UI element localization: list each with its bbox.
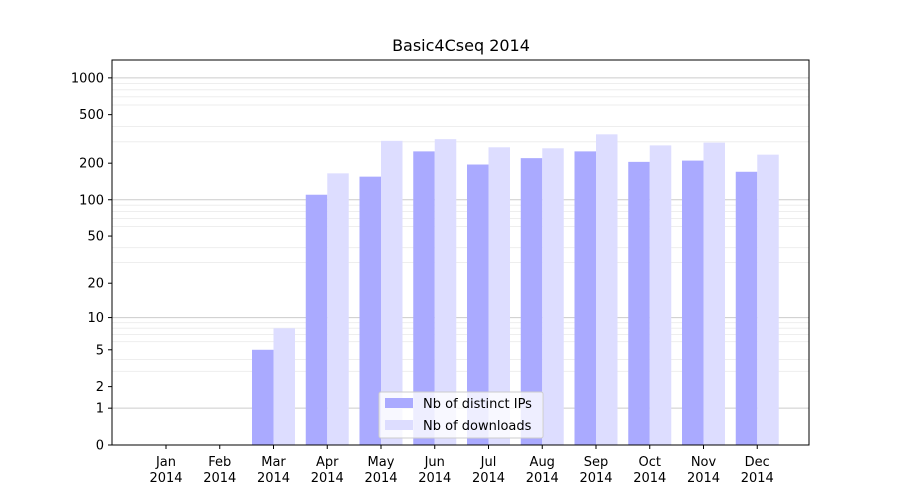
x-tick-label-year: 2014	[364, 471, 397, 486]
y-tick-label: 100	[79, 193, 104, 208]
x-tick-label-year: 2014	[418, 471, 451, 486]
x-tick-label-month: Aug	[530, 455, 555, 470]
bar-downloads	[649, 145, 672, 445]
x-tick-label-year: 2014	[203, 471, 236, 486]
x-tick-label-year: 2014	[687, 471, 720, 486]
y-tick-label: 500	[79, 108, 104, 123]
x-tick-label-month: May	[368, 455, 395, 470]
bar-distinct-ips	[467, 164, 489, 445]
x-tick-label-month: Dec	[745, 455, 770, 470]
x-tick-label-year: 2014	[526, 471, 559, 486]
y-tick-label: 2	[96, 380, 104, 395]
x-axis: Jan2014Feb2014Mar2014Apr2014May2014Jun20…	[149, 445, 774, 486]
grid-lines	[112, 77, 809, 409]
x-tick-label-month: Mar	[261, 455, 286, 470]
y-axis: 0 1 2 5 10 20 50 100 200 500 1000	[71, 71, 112, 454]
x-tick-label-year: 2014	[633, 471, 666, 486]
bar-distinct-ips	[574, 151, 596, 446]
x-tick-label-month: Nov	[691, 455, 717, 470]
bar-distinct-ips	[682, 160, 704, 446]
bar-downloads	[381, 140, 403, 445]
bar-downloads	[542, 148, 564, 445]
legend-box	[378, 391, 544, 439]
bar-distinct-ips	[305, 194, 328, 445]
bar-downloads	[488, 147, 510, 445]
x-tick-label-year: 2014	[257, 471, 290, 486]
y-tick-label: 1	[96, 402, 104, 417]
y-tick-label: 10	[87, 311, 104, 326]
x-tick-label-month: Oct	[639, 455, 661, 470]
y-tick-label: 1000	[71, 71, 104, 86]
bar-downloads	[273, 328, 295, 445]
bar-downloads	[596, 134, 618, 445]
y-tick-label: 20	[87, 277, 104, 292]
y-tick-label: 0	[96, 439, 104, 454]
x-tick-label-month: Feb	[208, 455, 231, 470]
bar-distinct-ips	[413, 151, 435, 446]
x-tick-label-month: Sep	[584, 455, 609, 470]
bar-downloads	[434, 139, 457, 445]
x-tick-label-month: Apr	[316, 455, 339, 470]
chart-title: Basic4Cseq 2014	[392, 36, 530, 55]
bar-distinct-ips	[520, 158, 543, 445]
legend-swatch-distinct-ips	[385, 398, 413, 408]
x-tick-label-year: 2014	[579, 471, 612, 486]
x-tick-label-month: Jul	[480, 455, 497, 470]
x-tick-label-year: 2014	[741, 471, 774, 486]
legend-swatch-downloads	[385, 420, 413, 430]
y-tick-label: 5	[96, 343, 104, 358]
legend-label-downloads: Nb of downloads	[423, 419, 532, 434]
bar-distinct-ips	[359, 176, 381, 445]
x-tick-label-month: Jun	[424, 455, 445, 470]
plot-frame	[111, 59, 810, 446]
bar-distinct-ips	[252, 349, 274, 445]
x-tick-label-year: 2014	[472, 471, 505, 486]
y-tick-label: 50	[87, 230, 104, 245]
bar-downloads	[327, 173, 349, 445]
x-tick-label-month: Jan	[155, 455, 176, 470]
x-tick-label-year: 2014	[149, 471, 182, 486]
x-tick-label-year: 2014	[311, 471, 344, 486]
legend: Nb of distinct IPs Nb of downloads	[378, 391, 544, 439]
bar-distinct-ips	[628, 161, 650, 446]
legend-label-distinct-ips: Nb of distinct IPs	[423, 397, 532, 412]
y-tick-label: 200	[79, 157, 104, 172]
bar-distinct-ips	[735, 171, 758, 446]
bar-downloads	[757, 154, 779, 445]
bar-downloads	[703, 142, 725, 445]
bars	[252, 134, 779, 446]
